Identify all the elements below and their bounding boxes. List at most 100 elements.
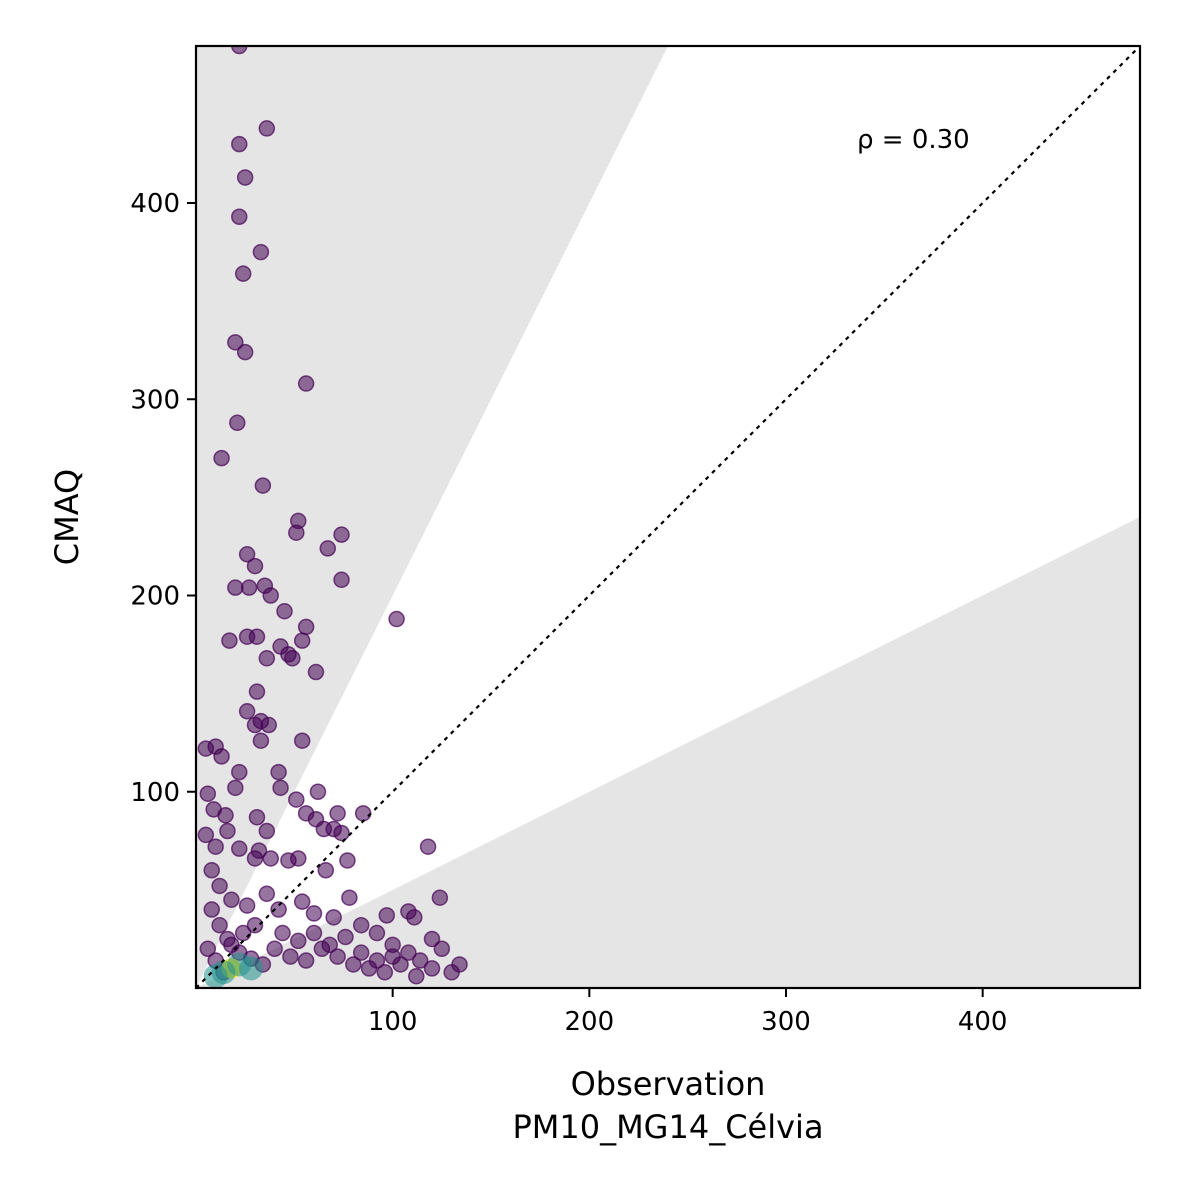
data-point <box>248 809 266 826</box>
data-point <box>240 579 258 596</box>
x-axis-sublabel: PM10_MG14_Célvia <box>512 1108 823 1146</box>
data-point <box>274 924 291 942</box>
data-point <box>231 208 248 225</box>
correlation-annotation: ρ = 0.30 <box>857 125 970 155</box>
data-point <box>288 524 305 541</box>
x-tick-label: 300 <box>761 1007 811 1037</box>
points-layer <box>197 46 468 985</box>
density-layer <box>203 952 264 988</box>
data-point <box>258 650 276 667</box>
data-point <box>246 916 264 934</box>
data-point <box>203 901 220 918</box>
data-point <box>276 602 293 620</box>
data-point <box>433 940 451 957</box>
data-point <box>423 930 441 948</box>
data-point <box>333 571 350 589</box>
y-axis-label: CMAQ <box>48 469 86 565</box>
data-point <box>290 932 307 950</box>
data-point <box>266 940 283 957</box>
data-point <box>411 952 429 969</box>
data-point <box>337 928 354 946</box>
data-point <box>384 948 401 965</box>
data-point <box>258 822 276 840</box>
data-point <box>231 840 248 857</box>
data-point <box>246 850 264 867</box>
data-point <box>197 826 215 844</box>
data-point <box>325 909 342 926</box>
data-point <box>378 907 396 924</box>
one-to-one-line <box>196 46 1140 988</box>
data-point <box>252 243 270 261</box>
data-point <box>354 805 372 822</box>
data-point <box>297 618 315 636</box>
data-point <box>305 905 323 922</box>
data-point <box>213 449 230 467</box>
data-point <box>231 135 248 153</box>
y-tick-label: 400 <box>130 189 180 219</box>
data-point <box>227 579 244 596</box>
y-axis: 100 200 300 400 <box>130 189 196 808</box>
data-point <box>368 924 386 942</box>
data-point <box>282 948 299 965</box>
data-point <box>443 964 460 981</box>
data-point <box>227 779 244 797</box>
data-point <box>227 334 244 351</box>
data-point <box>329 805 346 822</box>
data-point <box>293 632 311 649</box>
data-point <box>376 964 394 981</box>
data-point <box>258 120 276 137</box>
data-point <box>293 893 311 910</box>
data-point <box>246 557 264 575</box>
data-point <box>211 916 228 934</box>
data-point <box>248 683 266 700</box>
shaded-region-upper <box>196 46 668 988</box>
data-point <box>207 838 224 855</box>
data-point <box>238 546 256 563</box>
data-point <box>297 375 315 392</box>
data-point <box>260 716 278 734</box>
data-point <box>423 960 441 977</box>
data-point <box>199 940 217 957</box>
data-point <box>203 862 220 879</box>
data-point <box>321 936 338 954</box>
y-tick-label: 200 <box>130 582 180 612</box>
data-point <box>252 732 270 749</box>
data-point <box>431 889 449 906</box>
data-point <box>307 663 325 681</box>
data-point <box>270 763 287 781</box>
data-point <box>219 822 236 840</box>
data-point <box>262 850 279 867</box>
data-point <box>231 763 248 781</box>
data-point <box>339 852 356 869</box>
density-core-point <box>239 956 264 981</box>
data-point <box>284 650 301 667</box>
data-point <box>400 944 417 961</box>
data-point <box>290 850 307 867</box>
data-point <box>238 897 256 914</box>
data-point <box>223 891 240 908</box>
data-point <box>231 46 248 55</box>
data-point <box>368 952 386 969</box>
data-point <box>388 610 405 628</box>
shaded-region-lower <box>196 517 1140 988</box>
data-point <box>236 343 254 361</box>
data-point <box>288 791 305 808</box>
data-point <box>297 952 315 969</box>
data-point <box>254 477 272 494</box>
data-point <box>333 526 350 543</box>
x-tick-label: 100 <box>368 1007 418 1037</box>
data-point <box>305 924 323 942</box>
data-point <box>317 862 335 879</box>
x-tick-label: 200 <box>565 1007 615 1037</box>
data-point <box>221 632 238 649</box>
data-point <box>229 414 246 432</box>
data-point <box>345 956 362 973</box>
data-point <box>333 824 350 842</box>
data-point <box>341 889 358 906</box>
data-point <box>352 944 370 961</box>
data-point <box>329 948 346 965</box>
data-point <box>217 807 234 824</box>
data-point <box>270 901 287 918</box>
data-point <box>238 703 256 720</box>
